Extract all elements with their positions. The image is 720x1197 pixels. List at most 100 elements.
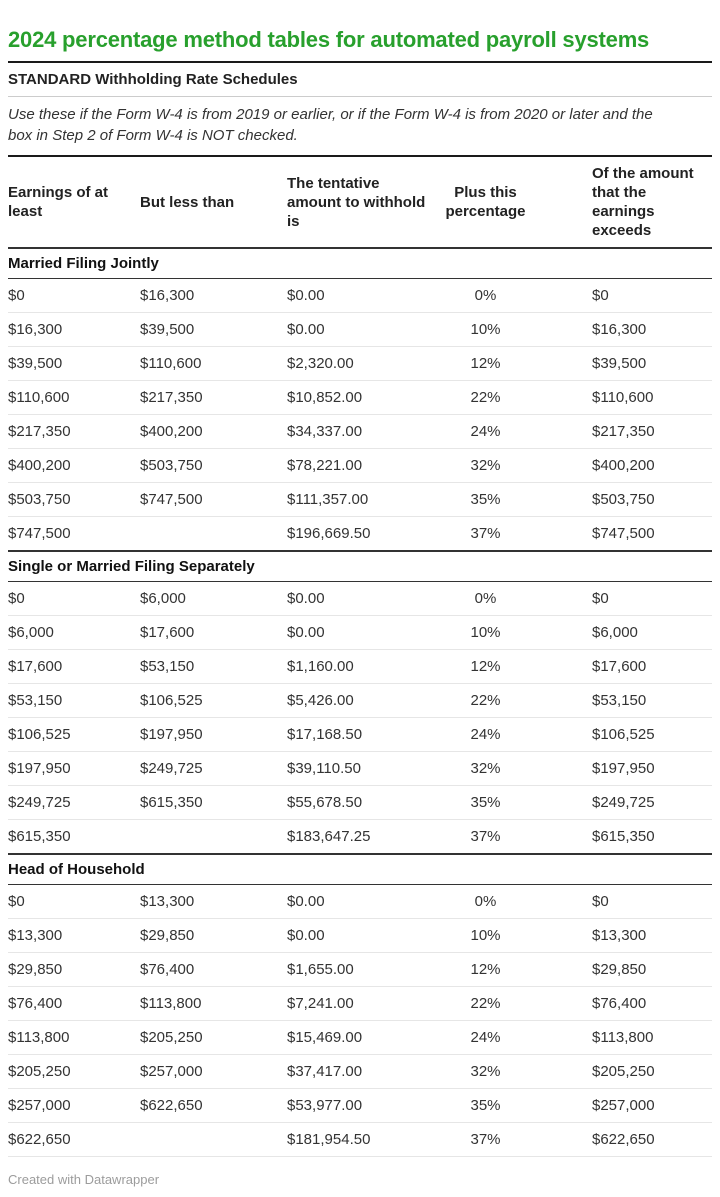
cell: $747,500 xyxy=(545,516,712,551)
table-row: $29,850 $76,400 $1,655.00 12% $29,850 xyxy=(8,952,712,987)
cell: $205,250 xyxy=(545,1054,712,1089)
cell: 10% xyxy=(432,918,545,953)
cell: $257,000 xyxy=(140,1054,287,1089)
cell: $53,150 xyxy=(8,683,140,718)
cell: 22% xyxy=(432,986,545,1021)
usage-note: Use these if the Form W-4 is from 2019 o… xyxy=(8,106,653,144)
cell: 32% xyxy=(432,751,545,786)
table-row: $16,300 $39,500 $0.00 10% $16,300 xyxy=(8,312,712,347)
cell: $217,350 xyxy=(545,414,712,449)
table-row: $622,650 $181,954.50 37% $622,650 xyxy=(8,1122,712,1157)
cell: $13,300 xyxy=(545,918,712,953)
cell: $16,300 xyxy=(140,278,287,313)
table-row: $197,950 $249,725 $39,110.50 32% $197,950 xyxy=(8,751,712,786)
cell: 12% xyxy=(432,649,545,684)
cell: $37,417.00 xyxy=(287,1054,432,1089)
cell: 10% xyxy=(432,615,545,650)
cell: $622,650 xyxy=(8,1122,140,1157)
cell: $400,200 xyxy=(545,448,712,483)
cell: 12% xyxy=(432,952,545,987)
cell: $0.00 xyxy=(287,312,432,347)
subtitle-divider xyxy=(8,96,712,97)
cell: $15,469.00 xyxy=(287,1020,432,1055)
cell: $113,800 xyxy=(8,1020,140,1055)
table-row: $0 $13,300 $0.00 0% $0 xyxy=(8,884,712,919)
col-header-amount-exceeds: Of the amount that the earnings exceeds xyxy=(592,165,694,239)
cell: $111,357.00 xyxy=(287,482,432,517)
table-row: $6,000 $17,600 $0.00 10% $6,000 xyxy=(8,615,712,650)
section-header-row: Single or Married Filing Separately xyxy=(8,550,712,582)
cell: 22% xyxy=(432,380,545,415)
section-header: Head of Household xyxy=(8,853,712,885)
table-row: $205,250 $257,000 $37,417.00 32% $205,250 xyxy=(8,1054,712,1089)
cell: $747,500 xyxy=(140,482,287,517)
table-row: $615,350 $183,647.25 37% $615,350 xyxy=(8,819,712,854)
cell: $34,337.00 xyxy=(287,414,432,449)
cell: 37% xyxy=(432,819,545,854)
cell: $53,977.00 xyxy=(287,1088,432,1123)
cell: $110,600 xyxy=(8,380,140,415)
cell: $55,678.50 xyxy=(287,785,432,820)
cell: 37% xyxy=(432,516,545,551)
cell: $257,000 xyxy=(8,1088,140,1123)
cell: 0% xyxy=(432,278,545,313)
cell: 32% xyxy=(432,448,545,483)
cell: $106,525 xyxy=(545,717,712,752)
section-header-row: Married Filing Jointly xyxy=(8,247,712,279)
cell: $1,655.00 xyxy=(287,952,432,987)
cell: 12% xyxy=(432,346,545,381)
cell: 35% xyxy=(432,785,545,820)
cell: $16,300 xyxy=(8,312,140,347)
table-row: $13,300 $29,850 $0.00 10% $13,300 xyxy=(8,918,712,953)
cell xyxy=(140,516,287,551)
cell: $1,160.00 xyxy=(287,649,432,684)
cell: $747,500 xyxy=(8,516,140,551)
page-title: 2024 percentage method tables for automa… xyxy=(8,27,650,52)
table-body: Married Filing Jointly $0 $16,300 $0.00 0% $0… xyxy=(8,247,712,1157)
cell: $205,250 xyxy=(140,1020,287,1055)
cell: $39,500 xyxy=(140,312,287,347)
cell: $106,525 xyxy=(140,683,287,718)
title-divider xyxy=(8,61,712,63)
cell: $615,350 xyxy=(545,819,712,854)
cell: $217,350 xyxy=(8,414,140,449)
cell: $400,200 xyxy=(8,448,140,483)
cell: $0.00 xyxy=(287,615,432,650)
table-row: $400,200 $503,750 $78,221.00 32% $400,200 xyxy=(8,448,712,483)
cell: $615,350 xyxy=(8,819,140,854)
cell: $181,954.50 xyxy=(287,1122,432,1157)
table-row: $0 $6,000 $0.00 0% $0 xyxy=(8,581,712,616)
cell: $6,000 xyxy=(140,581,287,616)
cell: $17,168.50 xyxy=(287,717,432,752)
cell: $17,600 xyxy=(8,649,140,684)
col-header-but-less-than: But less than xyxy=(140,193,235,211)
cell: $0.00 xyxy=(287,918,432,953)
cell: $29,850 xyxy=(140,918,287,953)
cell: $6,000 xyxy=(545,615,712,650)
cell: $76,400 xyxy=(8,986,140,1021)
cell: $249,725 xyxy=(545,785,712,820)
cell: $400,200 xyxy=(140,414,287,449)
cell: $503,750 xyxy=(140,448,287,483)
cell: $196,669.50 xyxy=(287,516,432,551)
cell: $7,241.00 xyxy=(287,986,432,1021)
cell: $13,300 xyxy=(140,884,287,919)
cell: 37% xyxy=(432,1122,545,1157)
cell: $6,000 xyxy=(8,615,140,650)
table-row: $217,350 $400,200 $34,337.00 24% $217,350 xyxy=(8,414,712,449)
table-row: $106,525 $197,950 $17,168.50 24% $106,525 xyxy=(8,717,712,752)
section-header: Single or Married Filing Separately xyxy=(8,550,712,582)
col-header-tentative-amount: The tentative amount to withhold is xyxy=(287,174,426,230)
cell: $197,950 xyxy=(545,751,712,786)
cell: $5,426.00 xyxy=(287,683,432,718)
cell: 32% xyxy=(432,1054,545,1089)
table-row: $503,750 $747,500 $111,357.00 35% $503,750 xyxy=(8,482,712,517)
cell: $78,221.00 xyxy=(287,448,432,483)
table-row: $257,000 $622,650 $53,977.00 35% $257,000 xyxy=(8,1088,712,1123)
cell: $0.00 xyxy=(287,278,432,313)
cell: $0 xyxy=(8,581,140,616)
cell: $0.00 xyxy=(287,884,432,919)
cell: $13,300 xyxy=(8,918,140,953)
cell: 10% xyxy=(432,312,545,347)
cell: $76,400 xyxy=(545,986,712,1021)
